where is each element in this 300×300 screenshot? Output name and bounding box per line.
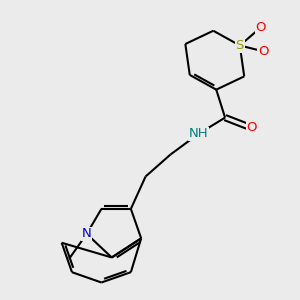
Text: O: O <box>258 45 268 58</box>
Text: O: O <box>246 122 257 134</box>
Text: NH: NH <box>189 127 208 140</box>
Text: S: S <box>236 39 244 52</box>
Text: O: O <box>255 21 266 34</box>
Text: N: N <box>82 227 92 240</box>
